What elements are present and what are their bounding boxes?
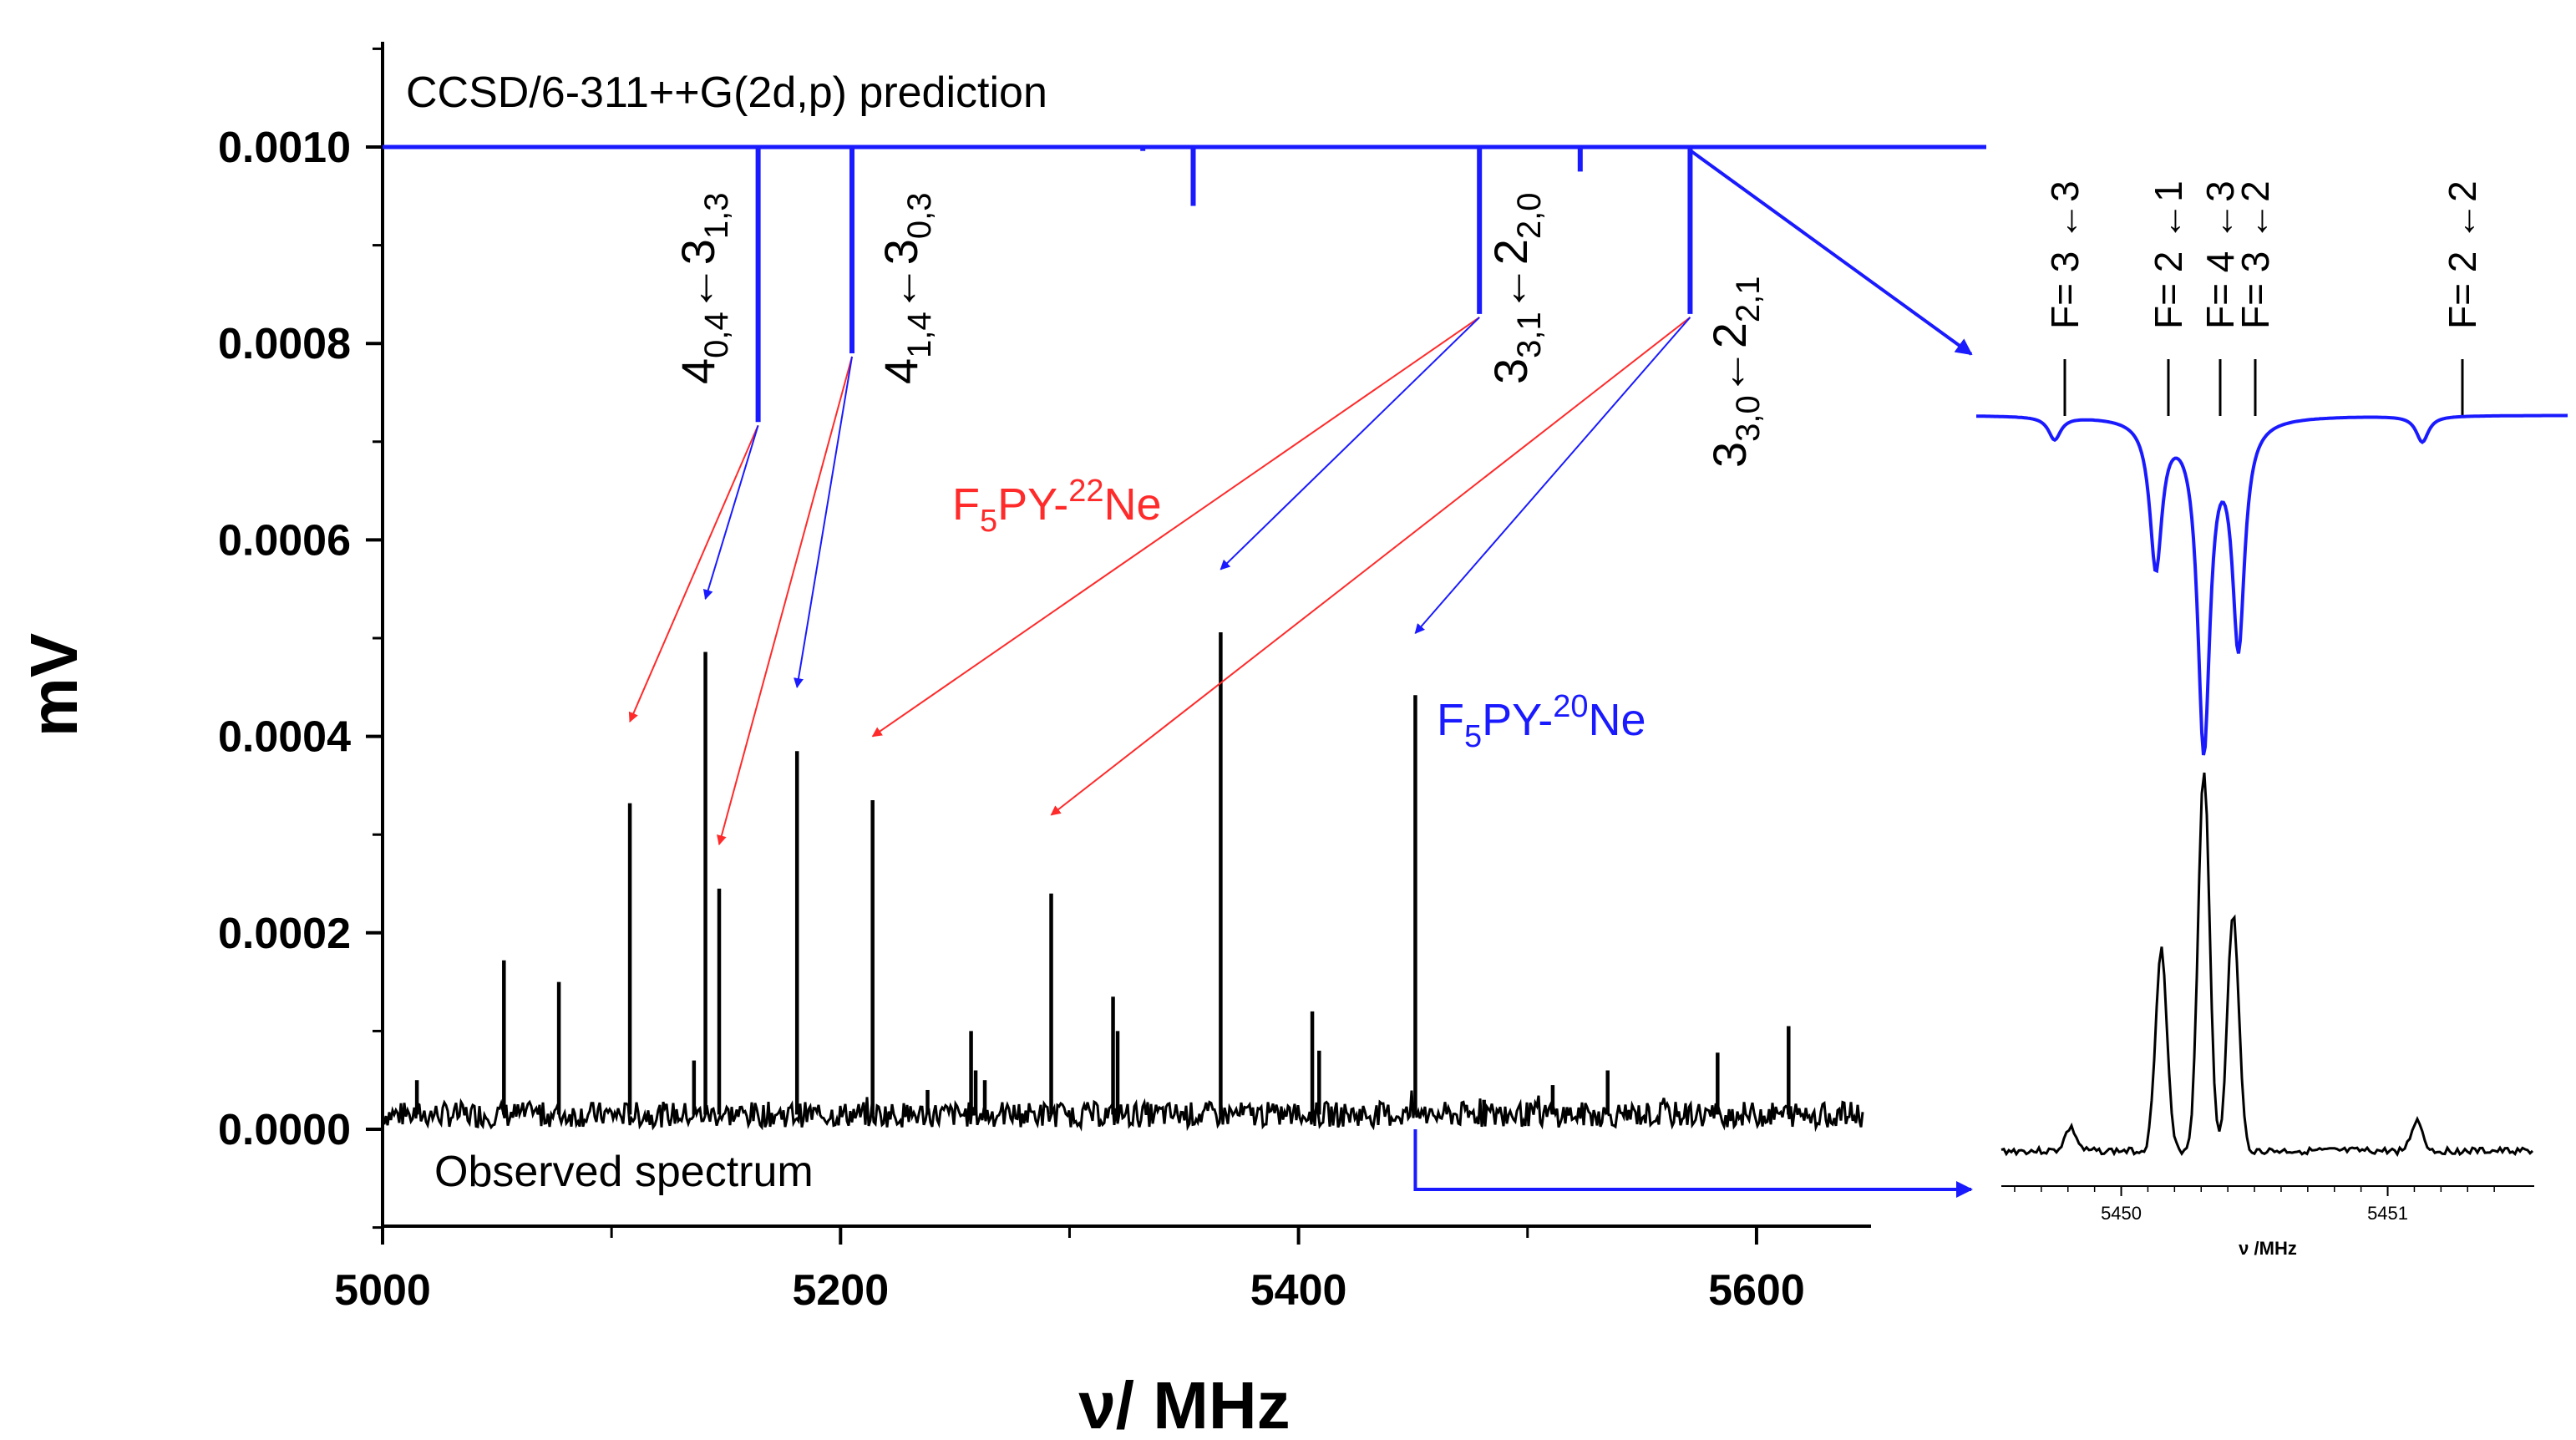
arrow-22ne [871,317,1480,738]
arrow-20ne [1220,317,1480,570]
inset-hyperfine-panel: F= 3 ←3 F= 2 ←1 F= 4 ←3F= 3 ←2 F= 2 ←2 5450… [1976,180,2568,1259]
x-tick-label: 5000 [334,1266,431,1315]
assignment-arrows [628,317,1691,846]
hyperfine-labels: F= 3 ←3 F= 2 ←1 F= 4 ←3F= 3 ←2 F= 2 ←2 [2043,180,2484,416]
hyperfine-label: F= 3 ←2 [2234,180,2277,329]
transition-labels: 40,4←31,3 41,4←30,3 33,1←22,0 33,0←22,1 [672,192,1767,468]
arrow-20ne [1414,317,1691,635]
x-tick-label: 5400 [1250,1266,1347,1315]
arrow-20ne [702,424,759,601]
prediction-label: CCSD/6-311++G(2d,p) prediction [406,68,1047,117]
observed-noise-baseline [381,1090,1864,1133]
observed-trace [381,631,1864,1133]
y-tick-label: 0.0004 [218,713,351,762]
hyperfine-label: F= 2 ←1 [2147,180,2190,329]
observed-label: Observed spectrum [434,1148,814,1196]
inset-x-tick-label: 5451 [2367,1203,2408,1224]
main-spectrum-panel: 0.0000 0.0002 0.0004 0.0006 0.0008 0.0010 500… [17,42,1986,1440]
isotopologue-22ne-label: F5PY-22Ne [952,474,1162,539]
y-tick-label: 0.0000 [218,1106,351,1154]
y-tick-label: 0.0006 [218,516,351,565]
arrow-22ne [717,356,853,846]
inset-predicted-trace [1976,413,2568,756]
transition-label: 33,1←22,0 [1484,192,1548,384]
arrow-22ne [628,424,759,723]
prediction-trace [383,145,1986,423]
y-tick-label: 0.0010 [218,124,351,172]
arrow-22ne [1050,317,1691,816]
inset-observed-trace [2000,772,2534,1158]
inset-x-axis-label: ν /MHz [2239,1238,2297,1259]
main-axes: 0.0000 0.0002 0.0004 0.0006 0.0008 0.0010 500… [218,42,1871,1315]
zoom-arrow-prediction [1689,149,1973,356]
y-tick-label: 0.0002 [218,910,351,958]
y-axis-label: mV [17,633,91,738]
x-tick-label: 5600 [1708,1266,1805,1315]
hyperfine-label: F= 3 ←3 [2043,180,2087,329]
inset-x-tick-label: 5450 [2101,1203,2142,1224]
hyperfine-label: F= 2 ←2 [2441,180,2484,329]
isotopologue-20ne-label: F5PY-20Ne [1437,689,1646,754]
y-tick-label: 0.0008 [218,320,351,368]
transition-label: 40,4←31,3 [672,192,735,384]
x-axis-label: ν/ MHz [1078,1368,1290,1440]
arrow-20ne [794,356,854,688]
x-tick-label: 5200 [792,1266,889,1315]
zoom-arrow-observed [1413,1129,1973,1198]
hyperfine-label: F= 4 ←3 [2198,180,2242,329]
zoom-connector-arrows [1413,149,1973,1198]
transition-label: 33,0←22,1 [1703,276,1767,468]
transition-label: 41,4←30,3 [875,192,938,384]
